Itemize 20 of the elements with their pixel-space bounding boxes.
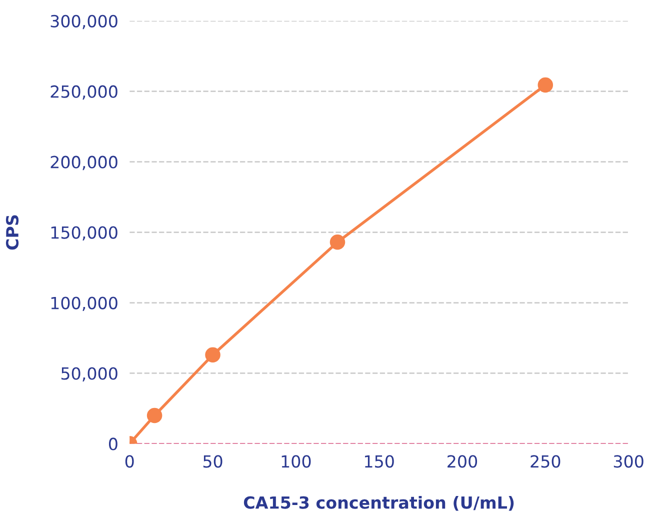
x-tick-label: 50 xyxy=(203,455,222,468)
y-axis-title: CPS xyxy=(6,215,19,250)
x-tick-label: 0 xyxy=(125,455,134,468)
y-tick-label: 200,000 xyxy=(50,156,118,170)
point xyxy=(538,77,554,93)
y-tick-label: 250,000 xyxy=(50,85,118,100)
point xyxy=(205,347,220,363)
x-tick-label: 200 xyxy=(448,455,478,468)
y-tick-label: 0 xyxy=(108,438,118,450)
x-tick-label: 250 xyxy=(530,455,560,468)
point xyxy=(146,408,162,424)
x-tick-label: 150 xyxy=(365,455,394,468)
point xyxy=(330,234,346,250)
y-tick-label: 50,000 xyxy=(61,367,118,382)
x-axis-title: CA15-3 concentration (U/mL) xyxy=(244,496,514,511)
y-tick-label: 300,000 xyxy=(50,14,118,30)
x-tick-label: 300 xyxy=(614,455,644,468)
y-tick-label: 150,000 xyxy=(51,226,118,241)
y-tick-label: 100,000 xyxy=(51,296,118,312)
x-tick-label: 100 xyxy=(282,455,311,468)
